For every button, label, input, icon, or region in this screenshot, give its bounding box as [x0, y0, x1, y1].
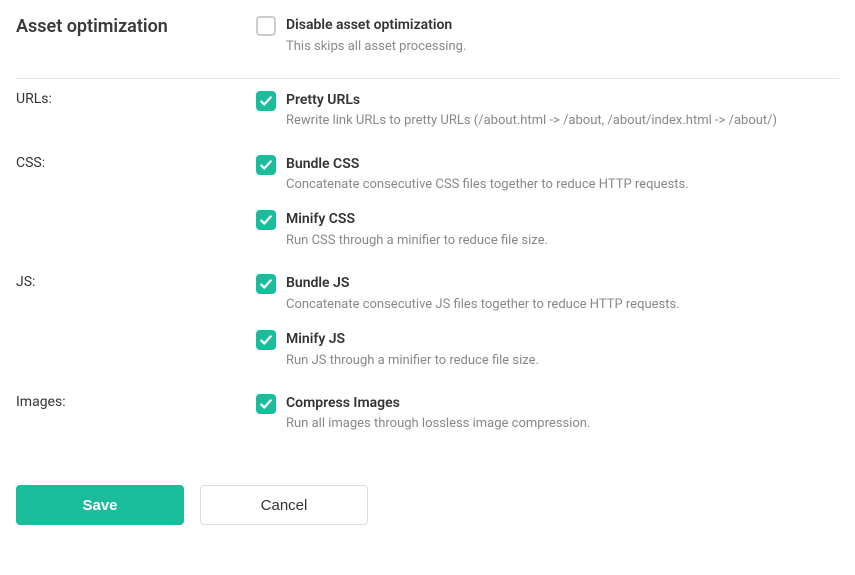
option-checkbox[interactable] — [256, 330, 276, 350]
option: Bundle JS Concatenate consecutive JS file… — [256, 274, 839, 314]
option-desc: Run CSS through a minifier to reduce fil… — [286, 232, 839, 250]
disable-optimization-option: Disable asset optimization This skips al… — [256, 16, 839, 56]
header-content: Disable asset optimization This skips al… — [256, 16, 839, 56]
option-label: Minify CSS — [286, 210, 839, 230]
option-text: Pretty URLsRewrite link URLs to pretty U… — [286, 91, 839, 131]
option-desc: Concatenate consecutive CSS files togeth… — [286, 176, 839, 194]
option-text: Minify CSS Run CSS through a minifier to … — [286, 210, 839, 250]
option-desc: Concatenate consecutive JS files togethe… — [286, 296, 839, 314]
save-button[interactable]: Save — [16, 485, 184, 525]
option-text: Disable asset optimization This skips al… — [286, 16, 839, 56]
option-text: Bundle JS Concatenate consecutive JS file… — [286, 274, 839, 314]
option: Bundle CSSConcatenate consecutive CSS fi… — [256, 155, 839, 195]
section-title-col: Asset optimization — [16, 16, 256, 37]
option-label: Bundle JS — [286, 274, 839, 294]
section-title: Asset optimization — [16, 16, 256, 37]
option-desc: Run all images through lossless image co… — [286, 415, 839, 433]
option-label: Minify JS — [286, 330, 839, 350]
group-content: Pretty URLsRewrite link URLs to pretty U… — [256, 91, 839, 131]
group-label: Images: — [16, 394, 256, 410]
option: Compress ImagesRun all images through lo… — [256, 394, 839, 434]
cancel-button[interactable]: Cancel — [200, 485, 368, 525]
option: Pretty URLsRewrite link URLs to pretty U… — [256, 91, 839, 131]
option-text: Minify JS Run JS through a minifier to re… — [286, 330, 839, 370]
option-checkbox[interactable] — [256, 274, 276, 294]
settings-row: Images: Compress ImagesRun all images thr… — [16, 382, 839, 446]
option-label: Compress Images — [286, 394, 839, 414]
option-label: Bundle CSS — [286, 155, 839, 175]
option: Minify CSS Run CSS through a minifier to … — [256, 210, 839, 250]
group-content: Bundle JS Concatenate consecutive JS file… — [256, 274, 839, 370]
disable-optimization-desc: This skips all asset processing. — [286, 38, 839, 56]
group-label: CSS: — [16, 155, 256, 171]
group-label: JS: — [16, 274, 256, 290]
option-desc: Run JS through a minifier to reduce file… — [286, 352, 839, 370]
option-checkbox[interactable] — [256, 155, 276, 175]
option-text: Bundle CSSConcatenate consecutive CSS fi… — [286, 155, 839, 195]
option-checkbox[interactable] — [256, 210, 276, 230]
disable-optimization-label: Disable asset optimization — [286, 16, 839, 36]
disable-optimization-checkbox[interactable] — [256, 16, 276, 36]
group-label: URLs: — [16, 91, 256, 107]
settings-row: CSS: Bundle CSSConcatenate consecutive CS… — [16, 143, 839, 263]
option: Minify JS Run JS through a minifier to re… — [256, 330, 839, 370]
option-text: Compress ImagesRun all images through lo… — [286, 394, 839, 434]
header-row: Asset optimization Disable asset optimiz… — [16, 16, 839, 70]
option-checkbox[interactable] — [256, 394, 276, 414]
settings-row: URLs: Pretty URLsRewrite link URLs to pre… — [16, 79, 839, 143]
option-desc: Rewrite link URLs to pretty URLs (/about… — [286, 112, 839, 130]
option-checkbox[interactable] — [256, 91, 276, 111]
option-label: Pretty URLs — [286, 91, 839, 111]
group-content: Bundle CSSConcatenate consecutive CSS fi… — [256, 155, 839, 251]
button-row: Save Cancel — [16, 485, 839, 525]
group-content: Compress ImagesRun all images through lo… — [256, 394, 839, 434]
settings-row: JS: Bundle JS Concatenate consecutive JS f… — [16, 262, 839, 382]
